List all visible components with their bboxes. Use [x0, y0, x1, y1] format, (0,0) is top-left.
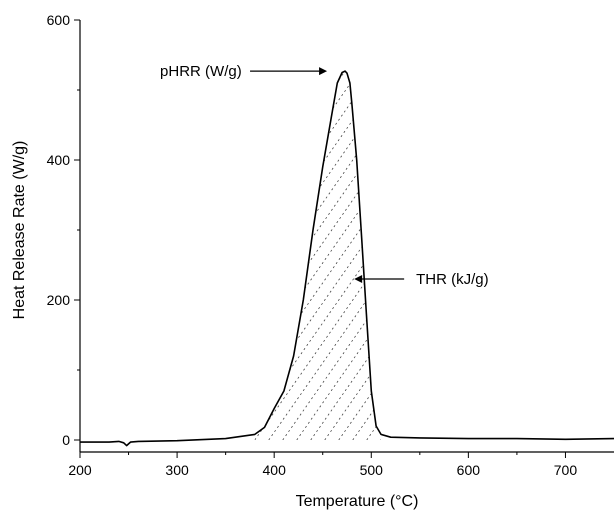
- hatch-line: [254, 71, 284, 440]
- ticks: 200 300 400 500 600 700 0 200 400 600: [47, 12, 578, 478]
- hatch-line: [254, 71, 381, 440]
- hatch-line: [366, 71, 381, 440]
- x-tick-label: 500: [360, 462, 384, 478]
- hatch-line: [0, 20, 199, 440]
- hatch-line: [254, 71, 312, 440]
- hatch-line: [0, 20, 213, 440]
- thr-label: THR (kJ/g): [416, 271, 489, 288]
- pHRR-label: pHRR (W/g): [160, 63, 242, 80]
- hatch-line: [254, 71, 340, 440]
- hatch-line: [282, 71, 381, 440]
- hrr-curve: [80, 70, 614, 447]
- hatch-line: [409, 20, 614, 440]
- hatch-line: [254, 71, 270, 440]
- hatch-line: [310, 71, 381, 440]
- y-tick-label: 200: [47, 292, 71, 308]
- hatch-line: [254, 71, 381, 440]
- y-tick-label: 600: [47, 12, 71, 28]
- hatch-line: [254, 71, 381, 440]
- hatch-line: [0, 20, 227, 440]
- y-tick-label: 400: [47, 152, 71, 168]
- annotations: pHRR (W/g) THR (kJ/g): [160, 63, 489, 288]
- hatch-line: [254, 71, 381, 440]
- hatch-line: [254, 71, 354, 440]
- hatch-line: [296, 71, 381, 440]
- hatch-line: [254, 71, 381, 440]
- x-tick-label: 200: [68, 462, 92, 478]
- hatch-line: [254, 71, 256, 440]
- hatch-line: [0, 20, 241, 440]
- y-tick-label: 0: [62, 432, 70, 448]
- axes: [79, 20, 614, 453]
- hatch-line: [254, 71, 381, 440]
- hatch-line: [380, 71, 381, 440]
- hatch-line: [254, 71, 381, 440]
- hatch-line: [254, 71, 381, 440]
- x-tick-label: 600: [457, 462, 481, 478]
- hatch-line: [395, 20, 614, 440]
- hatch-line: [254, 71, 381, 440]
- hatch-line: [254, 71, 368, 440]
- hatch-line: [254, 71, 326, 440]
- hatch-line: [268, 71, 381, 440]
- hatch-line: [324, 71, 381, 440]
- x-tick-label: 700: [554, 462, 578, 478]
- thr-hatch-area: [0, 20, 614, 440]
- hatch-line: [352, 71, 381, 440]
- hatch-line: [254, 71, 298, 440]
- hatch-line: [254, 71, 381, 440]
- pHRR-arrowhead: [319, 67, 328, 76]
- x-tick-label: 400: [263, 462, 287, 478]
- y-axis-title: Heat Release Rate (W/g): [11, 141, 28, 320]
- thr-arrowhead: [354, 275, 363, 283]
- hatch-line: [338, 71, 381, 440]
- x-tick-label: 300: [165, 462, 189, 478]
- hatch-line: [254, 71, 381, 440]
- x-axis-title: Temperature (°C): [296, 493, 419, 510]
